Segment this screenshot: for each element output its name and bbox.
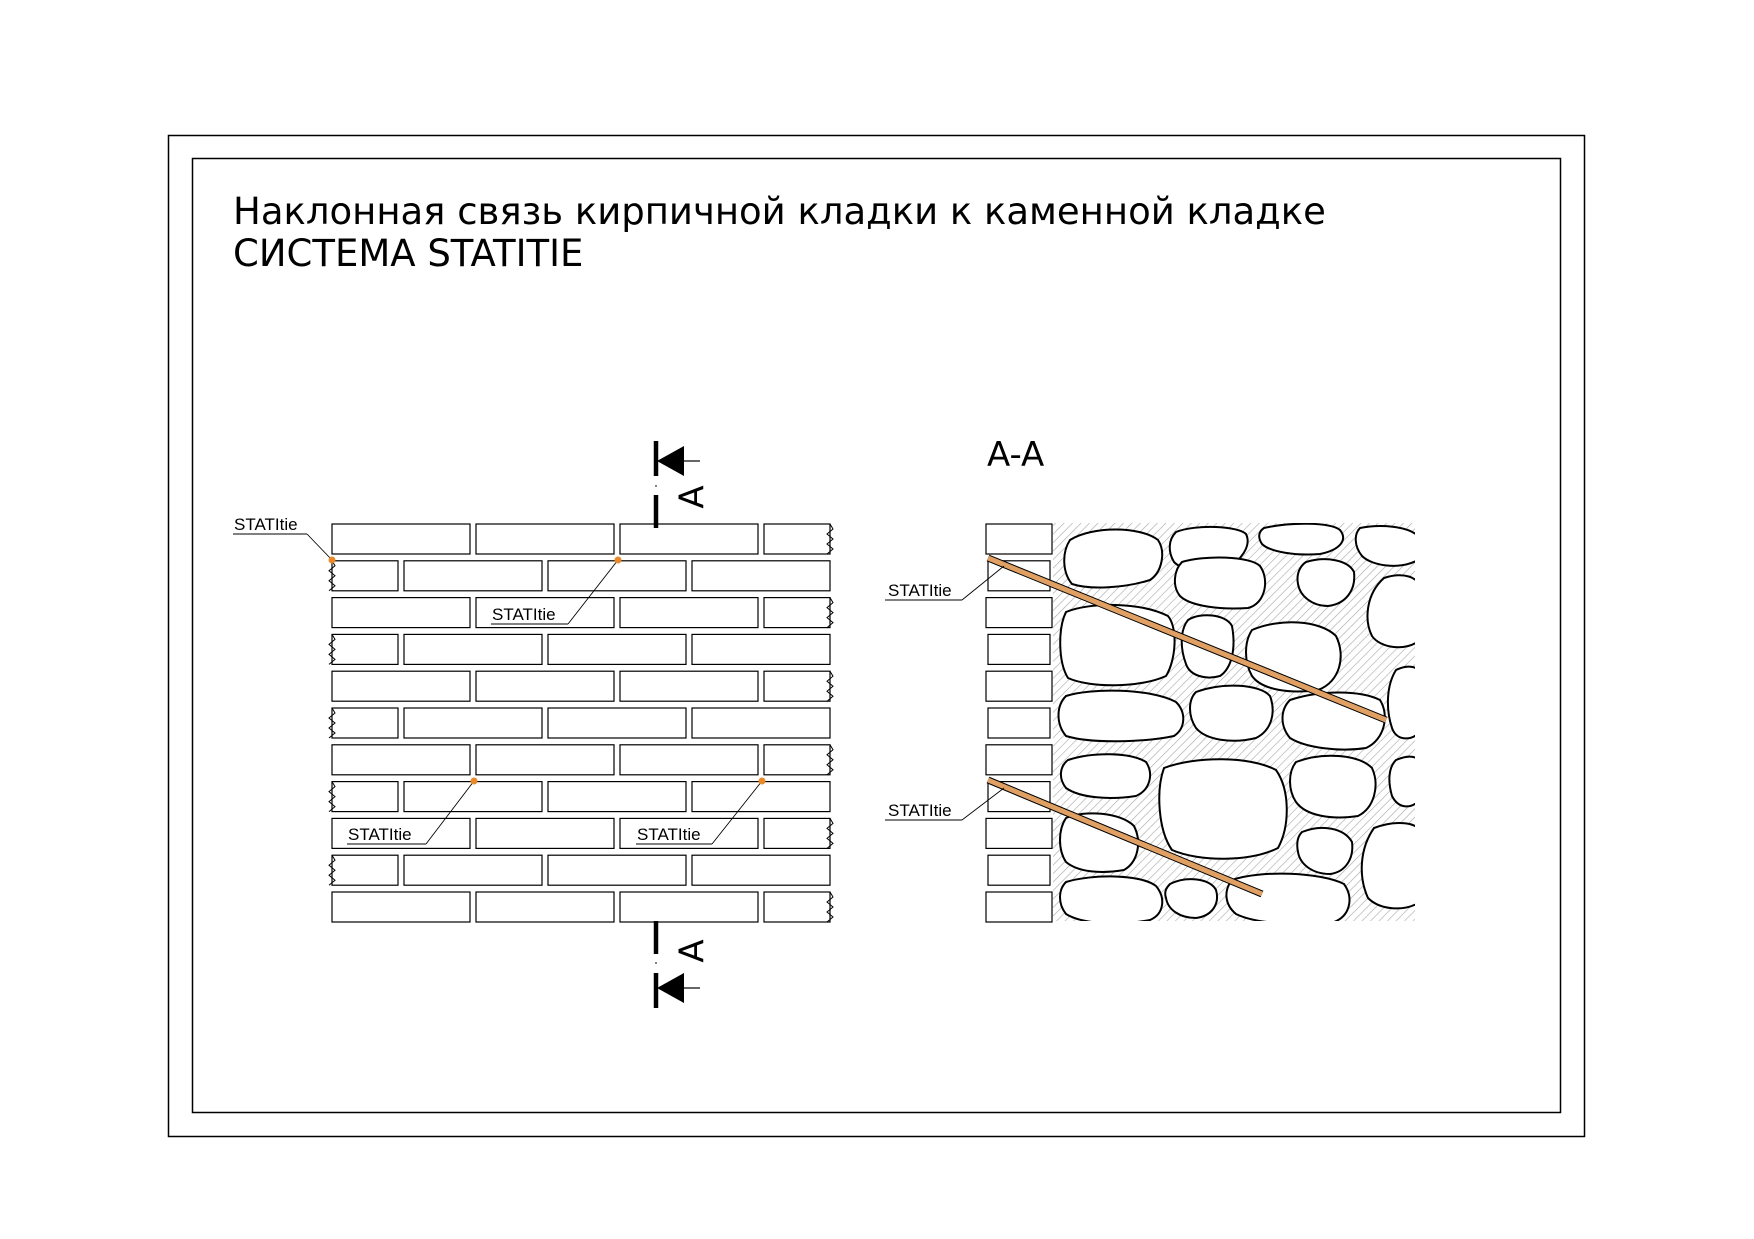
brick-section (985, 523, 1053, 555)
brick (331, 707, 399, 739)
brick (691, 854, 831, 886)
tie-callout-bottom-left: STATItie (347, 777, 478, 845)
brick (331, 560, 399, 592)
brick-section (985, 670, 1053, 702)
section-mark-top: A (653, 441, 713, 528)
brick-section (985, 891, 1053, 923)
inner-frame (191, 157, 1562, 1114)
brick-section (987, 633, 1051, 666)
brick (691, 707, 831, 739)
brick (331, 854, 399, 886)
section-letter-bottom: A (673, 939, 713, 962)
break-line (826, 597, 834, 628)
tie-point (758, 777, 766, 785)
brick-column-section (985, 523, 1053, 923)
tie-callout-bottom-right: STATItie (636, 777, 766, 845)
tie-label: STATItie (888, 581, 952, 600)
brick (403, 780, 543, 813)
break-line (328, 560, 336, 592)
brick (331, 817, 471, 850)
break-line (328, 854, 336, 886)
section-mark-bottom: A (653, 921, 713, 1008)
brick-section (985, 817, 1053, 850)
brick (763, 523, 831, 555)
tie-callout-section-lower: STATItie (885, 787, 1005, 821)
brick (403, 854, 543, 886)
brick (475, 523, 615, 555)
tie-callout-top-left: STATItie (233, 515, 336, 564)
brick (475, 891, 615, 923)
brick (619, 596, 759, 629)
brick (403, 560, 543, 592)
tie-label: STATItie (234, 515, 298, 534)
brick (691, 780, 831, 813)
brick (763, 817, 831, 850)
brick (763, 744, 831, 776)
brick (331, 780, 399, 813)
tie-point (614, 556, 622, 564)
break-line (328, 781, 336, 812)
section-view-title: A-A (987, 435, 1044, 475)
brick-section (987, 707, 1051, 739)
tie-callout-section-upper: STATItie (885, 565, 1005, 601)
brick (547, 633, 687, 666)
brick (331, 523, 471, 555)
brick (619, 817, 759, 850)
brick (763, 596, 831, 629)
brick-section (985, 744, 1053, 776)
section-letter-top: A (673, 485, 713, 508)
brick (403, 633, 543, 666)
brick (763, 891, 831, 923)
brick-section (987, 854, 1051, 886)
brick (403, 707, 543, 739)
tie-label: STATItie (888, 801, 952, 820)
brick (475, 817, 615, 850)
tie-point (328, 556, 336, 564)
drawing-subtitle: СИСТЕМА STATITIE (233, 232, 584, 275)
brick (331, 891, 471, 923)
break-line (826, 891, 834, 923)
brick (619, 891, 759, 923)
break-line (826, 818, 834, 849)
break-line (826, 523, 834, 555)
brick (691, 560, 831, 592)
break-line (826, 670, 834, 702)
brick (331, 633, 399, 666)
outer-frame (167, 134, 1586, 1138)
tie-label: STATItie (637, 825, 701, 844)
break-line (328, 634, 336, 665)
brick (691, 633, 831, 666)
brick (331, 670, 471, 702)
brick-section (985, 596, 1053, 629)
brick (475, 744, 615, 776)
brick (547, 854, 687, 886)
brick (619, 523, 759, 555)
drawing-title: Наклонная связь кирпичной кладки к камен… (233, 190, 1326, 233)
tie-callout-mid: STATItie (491, 556, 622, 625)
tie-label: STATItie (348, 825, 412, 844)
brick (331, 596, 471, 629)
tie-label: STATItie (492, 605, 556, 624)
brick-wall-elevation (328, 523, 834, 923)
brick (619, 744, 759, 776)
stone-masonry-section (1053, 523, 1415, 921)
break-line (328, 707, 336, 739)
brick (763, 670, 831, 702)
break-line (826, 744, 834, 776)
brick (547, 780, 687, 813)
brick (331, 744, 471, 776)
brick (547, 707, 687, 739)
brick (619, 670, 759, 702)
brick (475, 596, 615, 629)
brick (475, 670, 615, 702)
tie-rod-upper (986, 554, 1388, 724)
tie-point (470, 777, 478, 785)
tie-rod-lower (986, 776, 1264, 898)
brick (547, 560, 687, 592)
